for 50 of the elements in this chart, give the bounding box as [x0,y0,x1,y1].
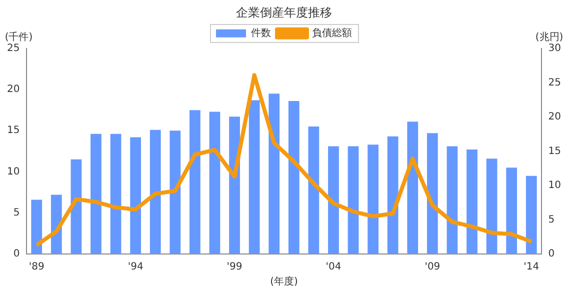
y2-tick-label: 20 [548,112,562,123]
y-tick-label: 20 [6,84,20,96]
bar [268,94,280,254]
bar [387,136,398,254]
x-axis-title: (年度) [270,276,298,288]
legend-label: 負債総額 [312,26,352,39]
bar [328,146,339,254]
bar [110,134,122,254]
bar [348,146,359,254]
y-axis-title: (千件) [4,30,33,43]
y-tick-label: 10 [6,166,20,178]
y2-tick-label: 25 [548,77,562,88]
bar [368,144,378,254]
bar [229,116,240,254]
x-tick-label: '94 [128,262,144,273]
x-tick-label: '89 [28,262,44,273]
bar [130,137,142,254]
y2-tick-label: 5 [548,214,555,226]
y2-tick-label: 0 [548,248,555,260]
bar [288,101,300,254]
bar [248,100,260,254]
bar [308,126,320,254]
y-tick-label: 5 [13,207,20,218]
legend-label: 件数 [251,28,271,39]
bar [209,112,220,254]
bar [466,150,478,254]
y2-axis-title: (兆円) [535,30,564,43]
bar [426,133,438,254]
bar [70,159,82,254]
x-tick-label: '04 [326,262,342,273]
bar [526,176,537,254]
bar [90,134,102,254]
bar [31,200,42,254]
x-tick-label: '14 [524,262,540,273]
y2-tick-label: 15 [548,146,562,157]
bar [170,130,181,254]
x-tick-label: '99 [226,262,242,273]
bar [506,168,518,254]
y-tick-label: 0 [13,248,20,260]
bar [407,122,418,254]
y-tick-label: 25 [6,42,20,54]
y-tick-label: 15 [6,125,20,136]
y2-tick-label: 30 [548,42,562,54]
x-tick-label: '09 [424,262,440,273]
bar [486,158,498,254]
bar [190,110,200,254]
bar [446,146,458,254]
y2-tick-label: 10 [548,180,562,192]
bar [150,130,161,254]
chart-title: 企業倒産年度推移 [236,5,332,20]
